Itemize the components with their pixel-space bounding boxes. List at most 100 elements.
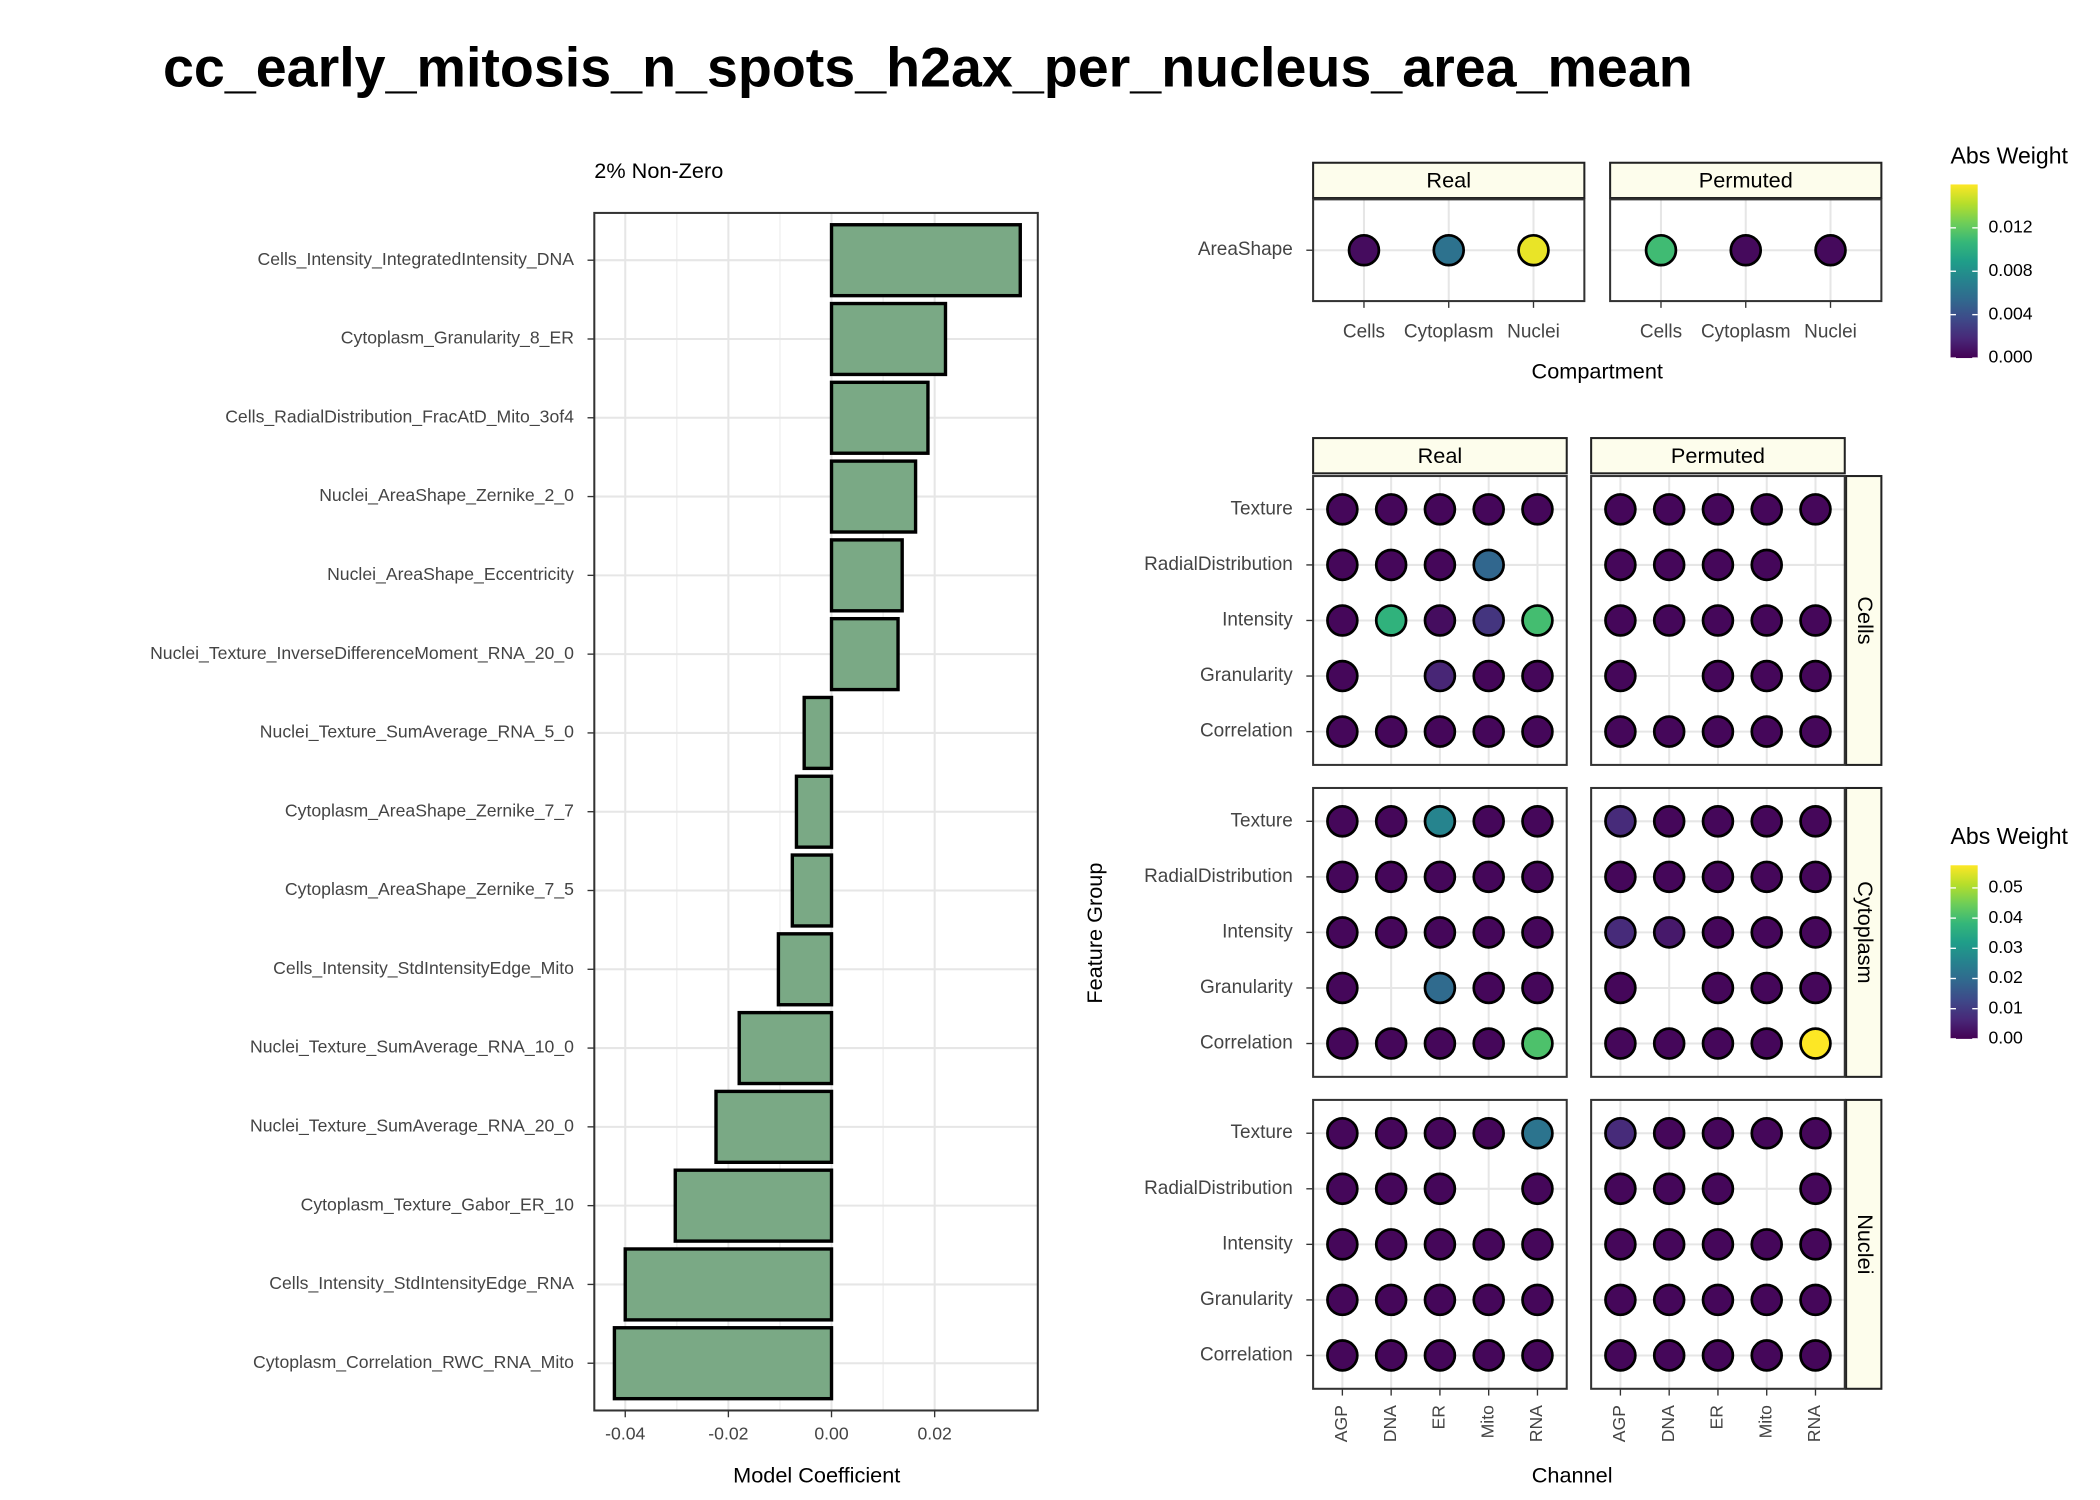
- dot: [1750, 805, 1783, 838]
- y-tick-label: Cytoplasm_Texture_Gabor_ER_10: [301, 1194, 575, 1215]
- bar: [829, 616, 900, 692]
- dot: [1799, 860, 1832, 894]
- x-tick-label: Cells: [1343, 321, 1385, 342]
- y-tick-label: Cells_Intensity_IntegratedIntensity_DNA: [258, 249, 575, 270]
- bar: [802, 695, 834, 771]
- dot: [1701, 1172, 1735, 1206]
- facet-label: Real: [1426, 167, 1471, 192]
- dot: [1326, 1228, 1359, 1261]
- dot: [1729, 233, 1763, 267]
- x-tick-label: RNA: [1526, 1405, 1546, 1442]
- dot: [1604, 805, 1637, 838]
- dot: [1604, 493, 1637, 526]
- y-tick-label: Intensity: [1222, 921, 1293, 942]
- bar: [829, 380, 930, 455]
- bar: [794, 774, 834, 849]
- dot: [1799, 1339, 1832, 1372]
- dot: [1750, 493, 1783, 526]
- legend-label: 0.05: [1989, 877, 2024, 897]
- dot: [1701, 604, 1735, 637]
- dot: [1701, 1228, 1735, 1261]
- bar: [673, 1168, 834, 1243]
- legend-label: 0.03: [1989, 937, 2024, 957]
- dot: [1472, 493, 1505, 526]
- bar: [737, 1010, 834, 1086]
- dot: [1423, 805, 1457, 838]
- dot: [1326, 1027, 1359, 1060]
- facet-strip: [1312, 437, 1568, 475]
- dot: [1423, 548, 1457, 582]
- facet-strip: [1845, 475, 1883, 766]
- dot: [1652, 860, 1686, 894]
- dot: [1374, 604, 1408, 637]
- x-tick-label: 0.02: [918, 1424, 952, 1444]
- dot: [1521, 1116, 1554, 1150]
- dot: [1326, 1283, 1359, 1317]
- y-tick-label: Nuclei_Texture_SumAverage_RNA_10_0: [250, 1037, 574, 1058]
- dot: [1750, 1228, 1783, 1261]
- dot: [1652, 1027, 1686, 1060]
- dot: [1701, 1283, 1735, 1317]
- panel-border: [1312, 475, 1568, 766]
- facet-strip: [1312, 161, 1586, 200]
- y-tick-label: Intensity: [1222, 609, 1293, 630]
- dot: [1750, 860, 1783, 894]
- x-axis-title: Compartment: [1532, 359, 1663, 384]
- panel-border: [1590, 475, 1846, 766]
- dot: [1799, 1172, 1832, 1206]
- dot: [1326, 604, 1359, 637]
- y-tick-label: Nuclei_Texture_SumAverage_RNA_5_0: [260, 722, 574, 743]
- dot: [1374, 1172, 1408, 1206]
- dot: [1423, 971, 1457, 1005]
- bar: [612, 1326, 834, 1401]
- dot: [1604, 1283, 1637, 1317]
- dot: [1652, 805, 1686, 838]
- dot: [1652, 1116, 1686, 1150]
- dot: [1472, 659, 1505, 693]
- dot: [1799, 1027, 1832, 1060]
- dot: [1472, 604, 1505, 637]
- dot: [1652, 1283, 1686, 1317]
- facet-strip: [1845, 786, 1883, 1078]
- dot: [1423, 1172, 1457, 1206]
- y-tick-label: Texture: [1231, 498, 1293, 519]
- dot: [1472, 548, 1505, 582]
- dot: [1326, 916, 1359, 949]
- colorbar: [1950, 865, 1978, 1039]
- dot: [1652, 493, 1686, 526]
- y-tick-label: Cells_Intensity_StdIntensityEdge_Mito: [273, 958, 574, 979]
- dot: [1423, 659, 1457, 693]
- dot: [1750, 1027, 1783, 1060]
- dot: [1799, 805, 1832, 838]
- dot: [1750, 604, 1783, 637]
- dot: [1750, 1116, 1783, 1150]
- x-tick-label: Cells: [1640, 321, 1682, 342]
- dot: [1652, 916, 1686, 949]
- dot: [1750, 1283, 1783, 1317]
- dot: [1521, 916, 1554, 949]
- dot: [1423, 715, 1457, 748]
- facet-label: Cells: [1853, 596, 1878, 644]
- bar: [623, 1247, 834, 1322]
- dot: [1326, 1172, 1359, 1206]
- legend-label: 0.004: [1989, 303, 2033, 323]
- dot: [1472, 1228, 1505, 1261]
- dot: [1604, 971, 1637, 1005]
- dot: [1701, 659, 1735, 693]
- dot: [1701, 1339, 1735, 1372]
- y-tick-label: Granularity: [1200, 977, 1293, 998]
- dot: [1521, 805, 1554, 838]
- panel-border: [1312, 786, 1568, 1078]
- dot: [1326, 715, 1359, 748]
- y-tick-label: Intensity: [1222, 1233, 1293, 1254]
- x-tick-label: Cytoplasm: [1701, 321, 1791, 342]
- dot: [1472, 1283, 1505, 1317]
- x-tick-label: AGP: [1331, 1405, 1351, 1442]
- facet-label: Permuted: [1699, 167, 1793, 192]
- dot: [1701, 1027, 1735, 1060]
- dot: [1644, 233, 1678, 267]
- dot: [1374, 805, 1408, 838]
- dot: [1374, 1228, 1408, 1261]
- panel-border: [593, 211, 1039, 1412]
